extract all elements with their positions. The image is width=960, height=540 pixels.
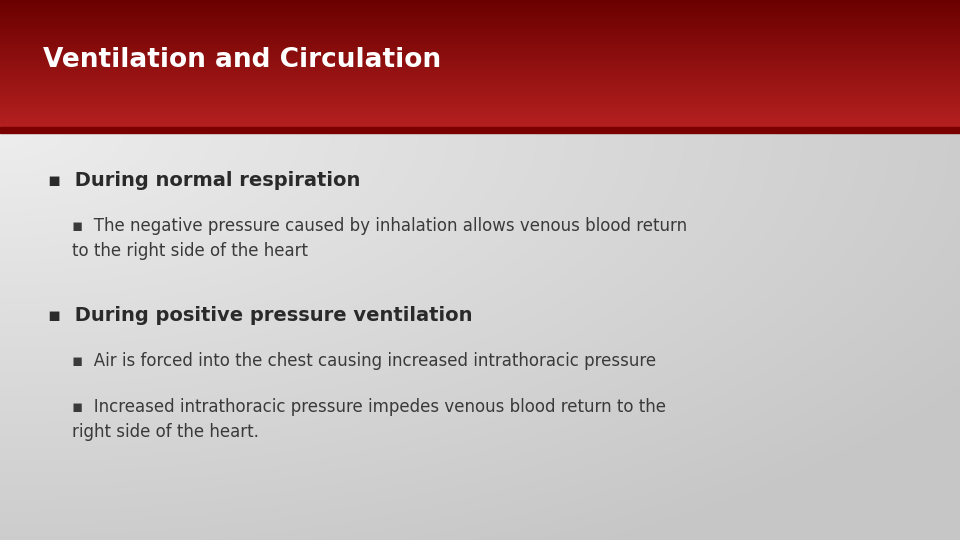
Text: ▪  Air is forced into the chest causing increased intrathoracic pressure: ▪ Air is forced into the chest causing i…: [72, 352, 656, 370]
Text: ▪  Increased intrathoracic pressure impedes venous blood return to the
right sid: ▪ Increased intrathoracic pressure imped…: [72, 398, 666, 441]
Text: ▪  During normal respiration: ▪ During normal respiration: [48, 171, 360, 190]
Text: ▪  During positive pressure ventilation: ▪ During positive pressure ventilation: [48, 306, 472, 325]
Text: ▪  The negative pressure caused by inhalation allows venous blood return
to the : ▪ The negative pressure caused by inhala…: [72, 217, 687, 260]
Text: Ventilation and Circulation: Ventilation and Circulation: [43, 46, 442, 73]
Bar: [0, 127, 960, 133]
